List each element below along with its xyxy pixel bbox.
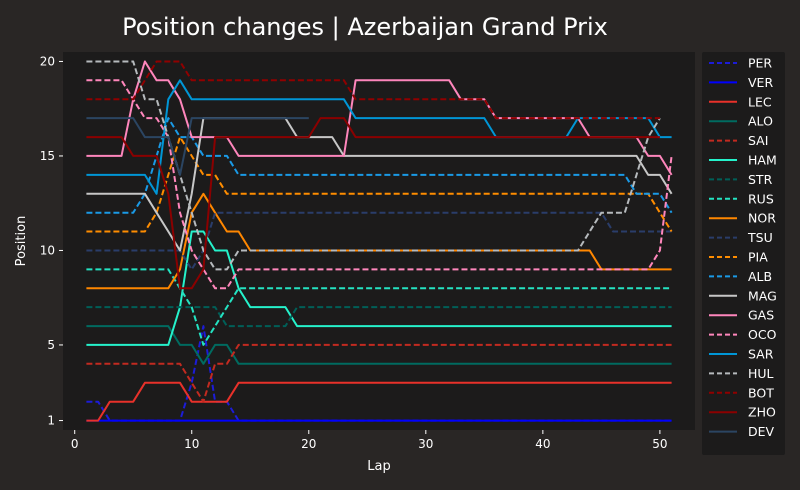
legend-label-ver: VER	[748, 75, 773, 90]
x-tick-label: 40	[535, 437, 550, 451]
series-line-ham	[86, 230, 672, 346]
plot-area	[63, 52, 695, 430]
legend-label-zho: ZHO	[748, 405, 776, 420]
series-line-lec	[86, 381, 672, 422]
y-tick-label: 10	[40, 243, 55, 257]
series-line-sai	[86, 343, 672, 403]
series-line-str	[86, 306, 672, 328]
series-line-rus	[86, 268, 672, 346]
legend-label-per: PER	[748, 56, 772, 71]
legend-label-nor: NOR	[748, 211, 776, 226]
legend-label-tsu: TSU	[747, 230, 773, 245]
series-line-bot	[86, 60, 660, 120]
legend-label-dev: DEV	[748, 424, 775, 439]
legend-label-hul: HUL	[748, 366, 774, 381]
legend-label-bot: BOT	[748, 385, 774, 400]
x-tick-label: 20	[301, 437, 316, 451]
series-line-alb	[86, 117, 673, 214]
legend-label-sar: SAR	[748, 347, 774, 362]
series-line-hul	[86, 60, 661, 271]
x-tick-label: 0	[71, 437, 79, 451]
y-tick-label: 15	[40, 149, 55, 163]
y-axis-label: Position	[14, 216, 29, 267]
legend-label-gas: GAS	[748, 308, 774, 323]
y-tick-label: 5	[47, 338, 55, 352]
series-line-tsu	[86, 211, 672, 271]
x-axis: 0 10 20 30 40 50	[71, 430, 668, 451]
legend-label-rus: RUS	[748, 191, 774, 206]
x-axis-label: Lap	[367, 459, 390, 474]
legend: PER VER LEC ALO SAI HAM STR RUS NOR TSU PIA ALB MAG G…	[702, 52, 785, 455]
legend-label-oco: OCO	[748, 327, 777, 342]
y-tick-label: 1	[47, 414, 55, 428]
legend-label-alb: ALB	[748, 269, 772, 284]
x-tick-label: 50	[652, 437, 667, 451]
legend-label-alo: ALO	[748, 114, 773, 129]
series-line-dev	[86, 117, 309, 176]
legend-label-lec: LEC	[748, 94, 772, 109]
chart-title: Position changes | Azerbaijan Grand Prix	[122, 13, 608, 41]
series-lines	[86, 60, 673, 422]
legend-label-str: STR	[748, 172, 773, 187]
legend-label-pia: PIA	[748, 250, 768, 265]
x-tick-label: 10	[184, 437, 199, 451]
legend-label-mag: MAG	[748, 288, 777, 303]
x-tick-label: 30	[418, 437, 433, 451]
series-line-oco	[86, 79, 673, 290]
legend-label-sai: SAI	[748, 133, 768, 148]
legend-label-ham: HAM	[748, 153, 777, 168]
y-tick-label: 20	[40, 54, 55, 68]
series-line-zho	[86, 117, 660, 290]
